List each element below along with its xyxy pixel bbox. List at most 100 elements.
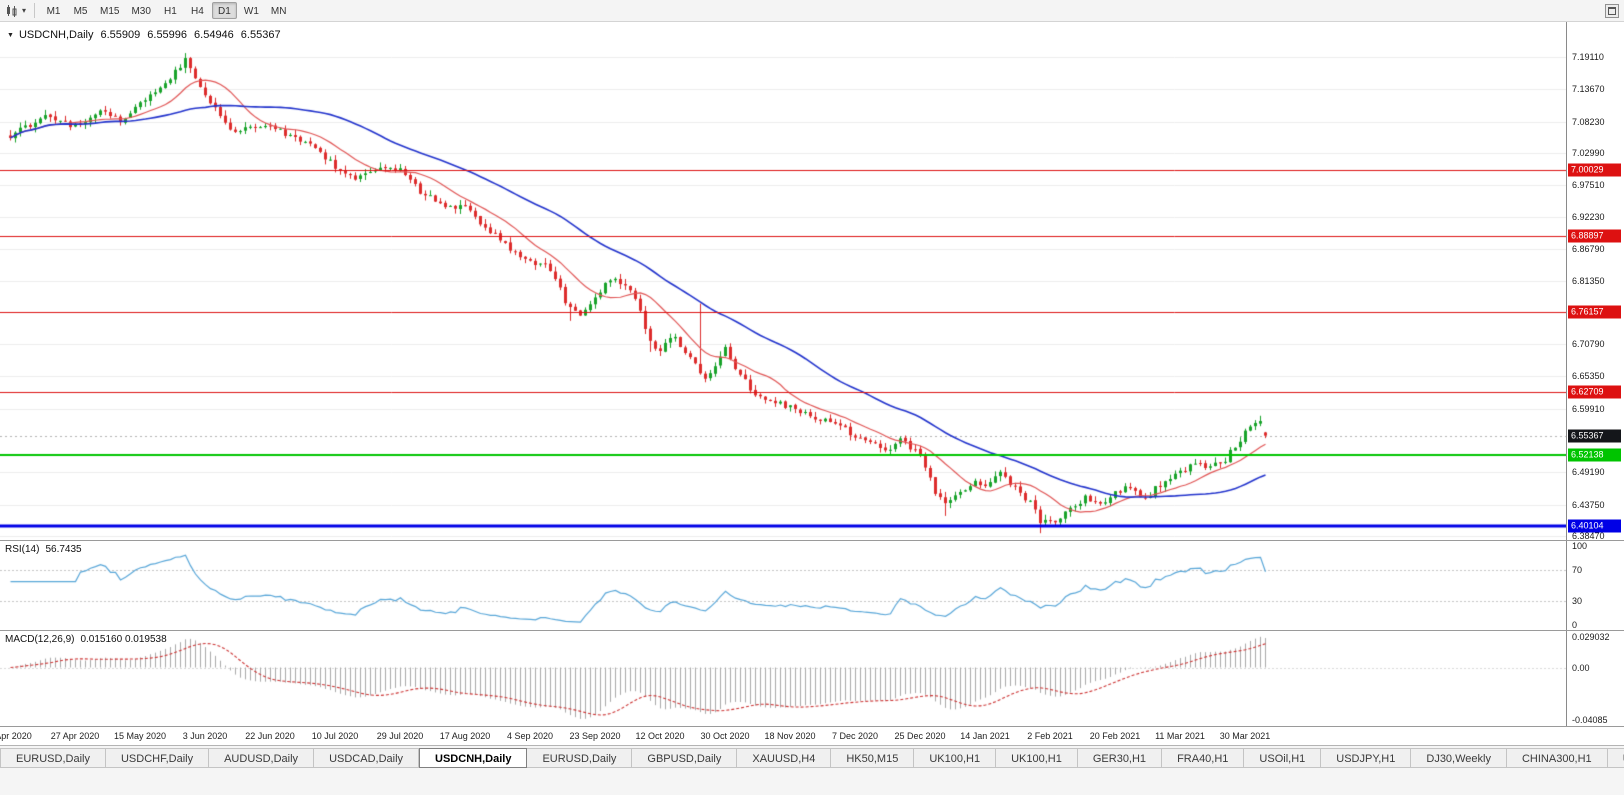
chart-tab-usdchf-daily[interactable]: USDCHF,Daily [105,748,210,768]
date-label: 29 Jul 2020 [376,731,424,741]
macd-canvas[interactable] [0,631,1566,726]
date-label: 4 Sep 2020 [506,731,554,741]
timeframe-button-w1[interactable]: W1 [243,6,259,17]
date-label: 25 Dec 2020 [894,731,946,741]
dropdown-caret-icon[interactable]: ▾ [22,6,27,15]
date-label: 22 Jun 2020 [245,731,295,741]
price-level-badge: 6.76157 [1568,305,1621,319]
panel-separator [0,726,1624,727]
time-axis[interactable]: 8 Apr 2020 27 Apr 2020 15 May 2020 3 Jun 20… [0,727,1624,745]
rsi-panel: RSI(14) 56.7435 [0,541,1566,630]
date-label: 15 May 2020 [113,731,167,741]
chart-tab-gbpusd-daily[interactable]: GBPUSD,Daily [632,748,738,768]
price-axis-label: 6.81350 [1572,276,1605,287]
rsi-value: 56.7435 [45,544,82,555]
rsi-axis[interactable]: 100 70 30 0 [1566,541,1624,630]
date-label: 10 Jul 2020 [311,731,359,741]
chart-tab-usoil-h1[interactable]: USOil,H1 [1244,748,1322,768]
timeframe-button-m30[interactable]: M30 [131,6,151,17]
date-label: 7 Dec 2020 [831,731,879,741]
timeframe-button-h1[interactable]: H1 [164,6,177,17]
current-price-badge: 6.55367 [1568,429,1621,443]
chart-tab-usdjpy-h1[interactable]: USDJPY,H1 [1321,748,1412,768]
chart-tab-hk50-m15[interactable]: HK50,M15 [831,748,915,768]
macd-axis-label: -0.04085 [1572,715,1608,725]
chart-symbol-label: USDCNH,Daily [18,29,94,41]
ohlc-high: 6.55996 [147,29,188,41]
macd-name: MACD(12,26,9) [5,634,75,645]
price-axis-label: 7.08230 [1572,116,1605,127]
timeframe-button-d1[interactable]: D1 [211,2,237,19]
candlestick-chart-icon[interactable] [5,4,21,18]
price-axis-label: 7.19110 [1572,51,1604,62]
timeframe-button-m1[interactable]: M1 [46,6,61,17]
date-label: 17 Aug 2020 [439,731,491,741]
chart-tab-partial[interactable]: U [1607,748,1624,768]
macd-indicator-label: MACD(12,26,9) 0.015160 0.019538 [5,634,167,645]
timeframe-button-h4[interactable]: H4 [191,6,204,17]
price-axis-label: 6.92230 [1572,211,1605,222]
price-axis[interactable]: 7.19110 7.13670 7.08230 7.02990 6.97510 6.922… [1566,22,1624,541]
chart-tab-bar: EURUSD,Daily USDCHF,Daily AUDUSD,Daily USDC… [0,745,1624,795]
rsi-axis-label: 70 [1572,564,1583,575]
price-axis-label: 6.97510 [1572,180,1605,191]
macd-panel: MACD(12,26,9) 0.015160 0.019538 [0,631,1566,726]
date-label: 23 Sep 2020 [569,731,621,741]
rsi-axis-label: 100 [1572,541,1588,551]
chart-title: ▼ USDCNH,Daily 6.55909 6.55996 6.54946 6… [7,29,281,41]
date-label: 27 Apr 2020 [50,731,100,741]
timeframe-button-m5[interactable]: M5 [73,6,88,17]
date-label: 12 Oct 2020 [635,731,685,741]
price-axis-label: 7.02990 [1572,147,1605,158]
rsi-indicator-label: RSI(14) 56.7435 [5,544,82,555]
rsi-axis-label: 0 [1572,620,1578,630]
chart-tab-usdcad-daily[interactable]: USDCAD,Daily [314,748,420,768]
restore-icon [1608,7,1616,15]
chart-tab-uk100-h1[interactable]: UK100,H1 [996,748,1078,768]
chart-tab-uk100-h1[interactable]: UK100,H1 [914,748,997,768]
price-level-badge: 6.62709 [1568,385,1621,399]
ohlc-low: 6.54946 [194,29,234,41]
macd-axis[interactable]: 0.029032 0.00 -0.04085 [1566,631,1624,726]
chart-tab-usdcnh-daily[interactable]: USDCNH,Daily [419,748,528,768]
date-label: 8 Apr 2020 [0,731,32,741]
timeframe-button-m15[interactable]: M15 [100,6,120,17]
price-level-badge: 7.00029 [1568,163,1621,177]
chart-tab-dj30-weekly[interactable]: DJ30,Weekly [1411,748,1507,768]
price-chart-canvas[interactable] [0,22,1566,540]
price-level-badge: 6.52138 [1568,448,1621,462]
panel-separator[interactable] [0,630,1624,631]
timeframe-button-mn[interactable]: MN [270,6,287,17]
price-axis-label: 6.59910 [1572,403,1605,414]
price-level-badge: 6.88897 [1568,229,1621,243]
price-axis-label: 6.86790 [1572,243,1605,254]
macd-values: 0.015160 0.019538 [80,634,167,645]
price-chart-panel: ▼ USDCNH,Daily 6.55909 6.55996 6.54946 6… [0,22,1566,540]
rsi-canvas[interactable] [0,541,1566,630]
timeframe-buttons-group: M1 M5 M15 M30 H1 H4 D1 W1 MN [40,2,292,19]
date-label: 18 Nov 2020 [764,731,816,741]
date-label: 11 Mar 2021 [1155,731,1205,741]
window-restore-button[interactable] [1605,4,1619,18]
macd-axis-label: 0.00 [1572,662,1590,673]
price-axis-label: 7.13670 [1572,84,1605,95]
rsi-axis-label: 30 [1572,596,1583,607]
ohlc-open: 6.55909 [100,29,141,41]
timeframe-toolbar: ▾ M1 M5 M15 M30 H1 H4 D1 W1 MN [0,0,1624,22]
date-label: 2 Feb 2021 [1027,731,1073,741]
date-label: 20 Feb 2021 [1089,731,1141,741]
chart-tab-ger30-h1[interactable]: GER30,H1 [1077,748,1163,768]
chart-tab-audusd-daily[interactable]: AUDUSD,Daily [209,748,315,768]
chart-tab-eurusd-daily[interactable]: EURUSD,Daily [527,748,633,768]
price-axis-label: 6.65350 [1572,371,1605,382]
chart-tab-eurusd-daily[interactable]: EURUSD,Daily [0,748,106,768]
chart-tab-fra40-h1[interactable]: FRA40,H1 [1162,748,1245,768]
chart-tab-china300-h1[interactable]: CHINA300,H1 [1506,748,1608,768]
chart-tab-xauusd-h4[interactable]: XAUUSD,H4 [737,748,832,768]
price-axis-label: 6.70790 [1572,339,1605,350]
panel-separator[interactable] [0,540,1624,541]
one-click-trading-toggle-icon[interactable]: ▼ [7,31,14,39]
date-label: 30 Oct 2020 [700,731,750,741]
price-axis-label: 6.49190 [1572,467,1605,478]
